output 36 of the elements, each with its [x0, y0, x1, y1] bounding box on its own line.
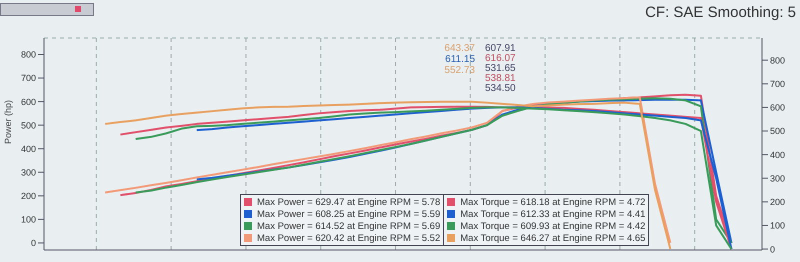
annotation: 552.73: [443, 65, 476, 76]
y2-tick-label: 0: [770, 244, 776, 254]
legend-label: Max Power = 629.47 at Engine RPM = 5.78: [257, 196, 440, 208]
y-tick-label: 300: [20, 167, 36, 178]
y2-tick-label: 300: [770, 173, 786, 184]
y2-tick-label: 500: [770, 126, 786, 136]
y2-tick-label: 700: [770, 78, 786, 89]
y-tick-label: 700: [20, 73, 36, 84]
y-tick-label: 500: [20, 120, 36, 130]
text: CF: SAE Smoothing: 5: [645, 4, 796, 21]
y-tick-label: 600: [20, 96, 36, 107]
legend-label: Max Power = 614.52 at Engine RPM = 5.69: [257, 220, 440, 232]
legend-label: Max Torque = 612.33 at Engine RPM = 4.41: [460, 208, 646, 220]
legend-label: Max Power = 620.42 at Engine RPM = 5.52: [257, 232, 440, 244]
annotation: 611.15: [444, 54, 476, 65]
annotation: 616.07: [484, 53, 517, 64]
legend-label: Max Torque = 609.93 at Engine RPM = 4.42: [460, 220, 646, 232]
y2-tick-label: 600: [770, 102, 786, 113]
annotation: 534.50: [484, 83, 517, 94]
legend-label: Max Torque = 618.18 at Engine RPM = 4.72: [460, 196, 646, 208]
y-tick-label: 400: [20, 144, 36, 154]
annotation: 531.65: [484, 63, 517, 74]
y2-tick-label: 800: [770, 55, 786, 66]
annotation: 538.81: [484, 73, 517, 84]
y2-tick-label: 100: [770, 220, 786, 231]
y-tick-label: 200: [20, 191, 36, 202]
annotation: 607.91: [484, 43, 517, 54]
legend-label: Max Power = 608.25 at Engine RPM = 5.59: [257, 208, 440, 220]
annotation: 643.37: [443, 43, 476, 54]
y-tick-label: 0: [30, 238, 36, 248]
y2-tick-label: 200: [770, 197, 786, 208]
y-tick-label: 100: [20, 214, 36, 225]
y2-tick-label: 400: [770, 150, 786, 160]
y-tick-label: 800: [20, 50, 36, 60]
y-axis-title: Power (hp): [3, 100, 14, 144]
legend-label: Max Torque = 646.27 at Engine RPM = 4.65: [460, 232, 646, 244]
